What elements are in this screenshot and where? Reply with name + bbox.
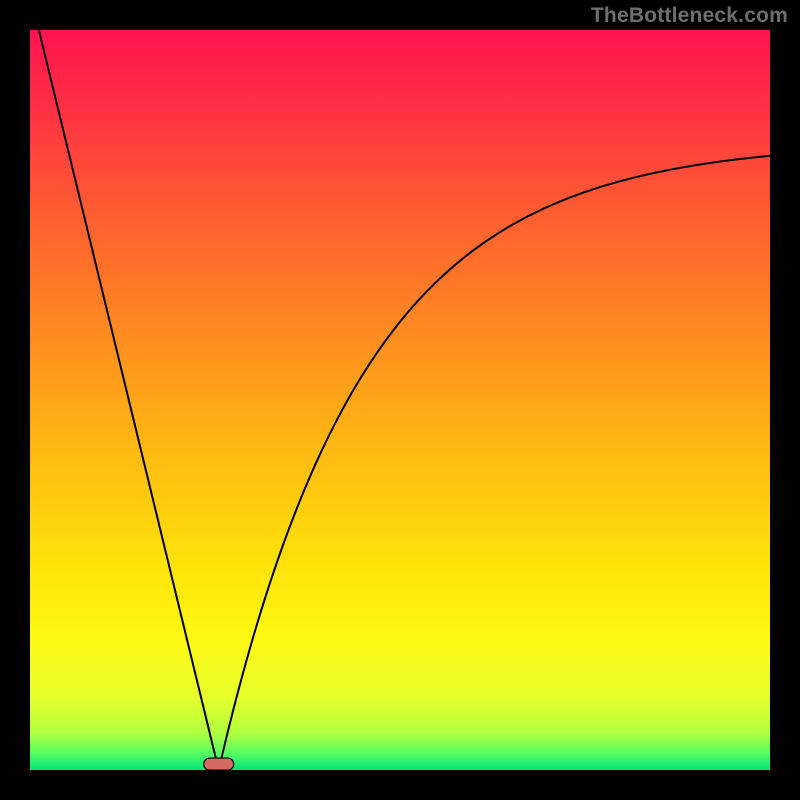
plot-background — [30, 30, 770, 770]
plot-svg — [30, 30, 770, 770]
plot-area — [30, 30, 770, 770]
watermark-text: TheBottleneck.com — [591, 4, 788, 28]
optimal-marker — [204, 758, 234, 770]
chart-container: TheBottleneck.com — [0, 0, 800, 800]
